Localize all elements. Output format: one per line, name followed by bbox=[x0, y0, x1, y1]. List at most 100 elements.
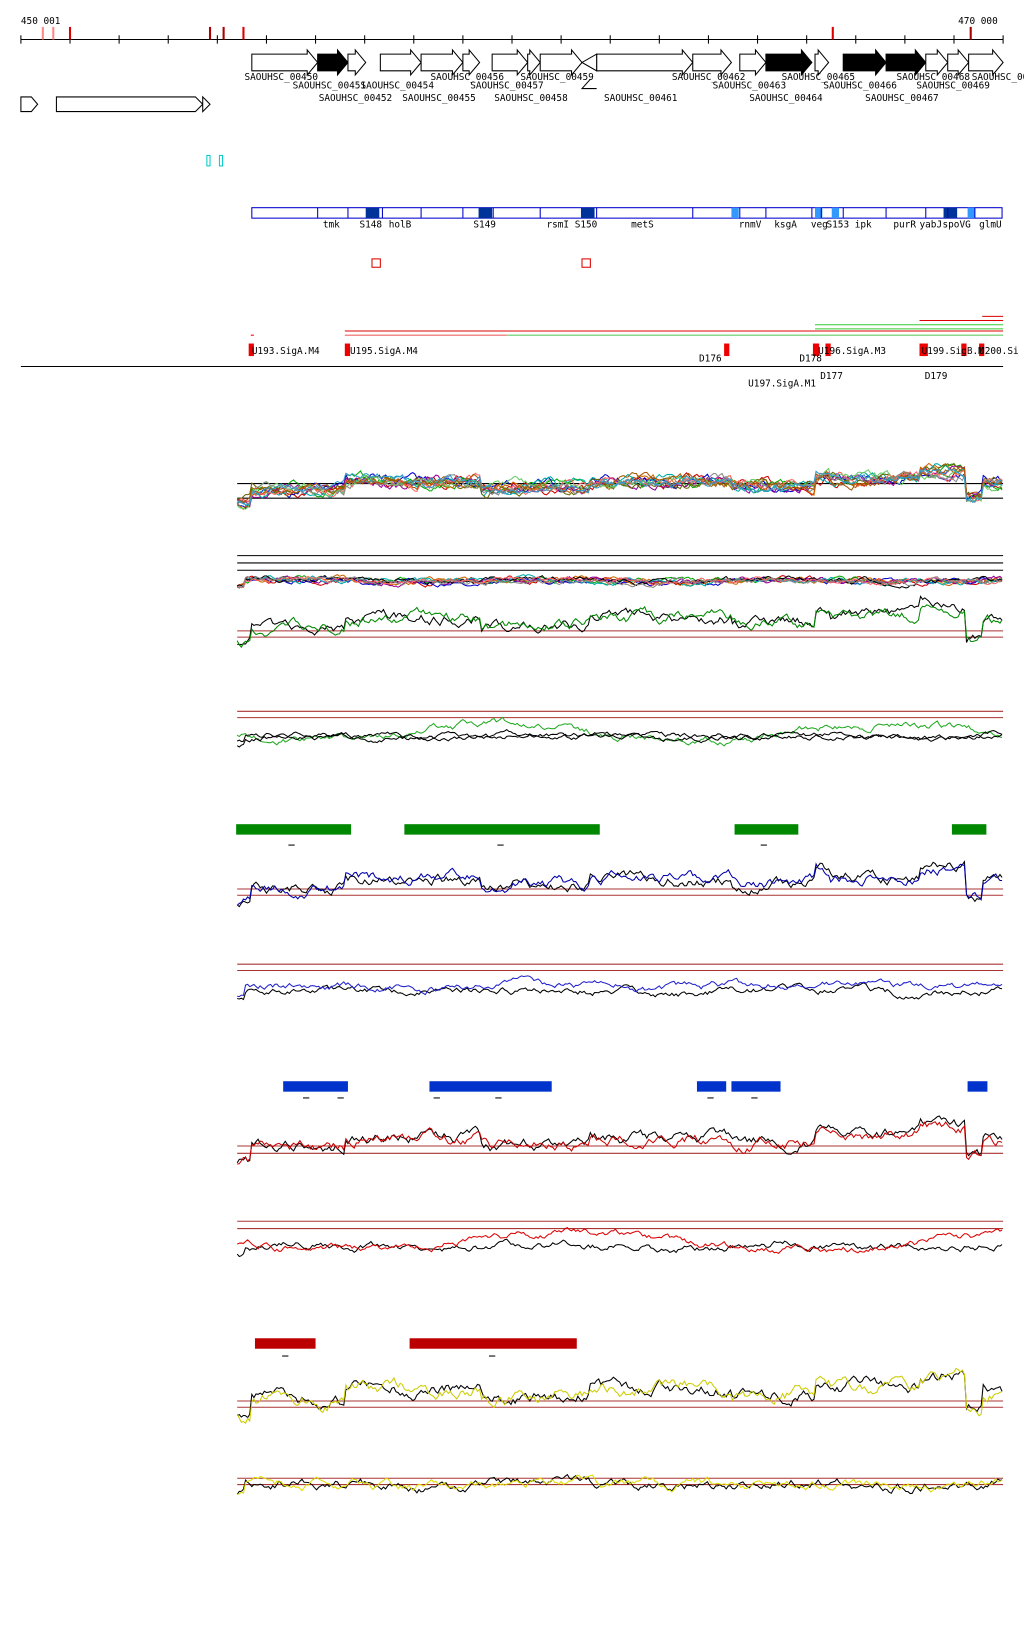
feature-label: rnmV bbox=[739, 220, 762, 231]
profile-line bbox=[237, 1121, 1003, 1165]
gene-label: SAOUHSC_00454 bbox=[360, 81, 434, 92]
ruler-mark bbox=[52, 26, 55, 40]
marker bbox=[371, 258, 381, 268]
marker bbox=[206, 154, 211, 167]
ruler-mark bbox=[208, 26, 212, 40]
region-bar bbox=[734, 824, 799, 835]
gene-label: SAOUHSC_00469 bbox=[916, 81, 990, 92]
gene-arrow bbox=[885, 48, 927, 77]
gene-label: SAOUHSC_00467 bbox=[865, 93, 939, 104]
ruler-mark bbox=[242, 26, 245, 40]
gene-arrow bbox=[947, 48, 970, 77]
gene-label: SAOUHSC_00461 bbox=[604, 93, 678, 104]
gene-label: SAOUHSC_00462 bbox=[672, 72, 746, 83]
gene-arrow bbox=[420, 48, 464, 77]
feature-label: ksgA bbox=[774, 220, 797, 231]
gene-arrow bbox=[20, 96, 39, 113]
profile-line bbox=[236, 604, 1003, 649]
feature-label: veg bbox=[811, 220, 828, 231]
marker bbox=[581, 258, 591, 268]
promoter-label: U193.SigA.M4 bbox=[252, 346, 320, 357]
gene-label: SAOUHSC_00457 bbox=[470, 81, 544, 92]
gene-arrow bbox=[842, 48, 887, 77]
feature-block bbox=[943, 207, 958, 219]
region-bar bbox=[967, 1081, 988, 1092]
feature-label: ipk bbox=[855, 220, 872, 231]
feature-label: metS bbox=[631, 220, 654, 231]
gene-label: SAOUHSC_00463 bbox=[713, 81, 787, 92]
gene-arrow bbox=[251, 48, 319, 77]
gene-arrow bbox=[814, 48, 830, 77]
profile-line bbox=[236, 728, 1003, 743]
region-bar bbox=[236, 824, 352, 835]
gene-label: SAOUHSC_00459 bbox=[520, 72, 594, 83]
promoter-label: U199.SigB.M bbox=[922, 346, 985, 357]
ruler-mark bbox=[68, 26, 72, 40]
promoter-mark bbox=[724, 343, 730, 357]
feature-block bbox=[731, 207, 739, 219]
gene-label: SAOUHSC_00458 bbox=[494, 93, 568, 104]
promoter-mark bbox=[961, 343, 967, 357]
gene-arrow bbox=[462, 48, 481, 77]
profile-line bbox=[237, 1370, 1003, 1419]
gene-arrow bbox=[347, 48, 367, 77]
feature-label: holB bbox=[389, 220, 412, 231]
profile-line bbox=[236, 575, 1003, 589]
region-bar bbox=[409, 1338, 577, 1349]
gene-arrow bbox=[968, 48, 1004, 77]
gene-arrow bbox=[379, 48, 422, 77]
region-bar bbox=[404, 824, 600, 835]
profile-line bbox=[236, 1367, 1003, 1425]
gene-arrow bbox=[55, 95, 211, 113]
promoter-label: D176 bbox=[699, 353, 722, 364]
profile-line bbox=[236, 862, 1003, 906]
region-bar bbox=[696, 1081, 727, 1092]
region-bar bbox=[254, 1338, 316, 1349]
feature-label: yabJ bbox=[920, 220, 943, 231]
gene-label: SAOUHSC_00468 bbox=[897, 72, 971, 83]
feature-label: purR bbox=[893, 220, 916, 231]
ruler-mark bbox=[222, 26, 225, 40]
feature-block bbox=[815, 207, 823, 219]
gene-label: SAOUHSC_00450 bbox=[245, 72, 319, 83]
promoter-label: U196.SigA.M3 bbox=[818, 346, 886, 357]
profile-line bbox=[236, 1226, 1003, 1254]
feature-label: glmU bbox=[979, 220, 1002, 231]
promoter-mark bbox=[922, 343, 928, 357]
feature-block bbox=[831, 207, 840, 219]
promoter-label: D178 bbox=[799, 353, 822, 364]
feature-label: S153 bbox=[827, 220, 850, 231]
gene-arrow bbox=[596, 48, 694, 77]
profile-line bbox=[236, 1115, 1003, 1164]
region-bar bbox=[731, 1081, 781, 1092]
region-bar bbox=[283, 1081, 348, 1092]
profile-line bbox=[236, 860, 1003, 908]
gene-arrow bbox=[580, 53, 598, 90]
promoter-mark bbox=[344, 343, 351, 357]
gene-label: SAOUHSC_00451 bbox=[293, 81, 367, 92]
feature-block bbox=[580, 207, 595, 219]
promoter-label: U195.SigA.M4 bbox=[350, 346, 418, 357]
feature-block bbox=[478, 207, 493, 219]
gene-arrow bbox=[527, 48, 541, 77]
ruler-mark bbox=[969, 26, 972, 40]
profile-line bbox=[237, 975, 1003, 998]
gene-arrow bbox=[491, 48, 529, 77]
gene-label: SAOUHSC_00465 bbox=[782, 72, 856, 83]
promoter-mark bbox=[248, 343, 254, 357]
feature-block bbox=[365, 207, 380, 219]
ruler-start: 450 001 bbox=[21, 16, 61, 27]
gene-label: SAOUHSC_00456 bbox=[430, 72, 504, 83]
promoter-label: U197.SigA.M1 bbox=[748, 378, 816, 389]
gene-arrow bbox=[765, 48, 813, 77]
promoter-label: D177 bbox=[820, 371, 843, 382]
promoter-mark bbox=[919, 343, 925, 357]
profile-line bbox=[236, 1473, 1003, 1495]
feature-label: tmk bbox=[323, 220, 340, 231]
profile-line bbox=[236, 574, 1003, 589]
profile-line bbox=[236, 469, 1003, 506]
gene-arrow bbox=[925, 48, 949, 77]
feature-label: S148 bbox=[359, 220, 382, 231]
gene-arrow bbox=[692, 48, 733, 77]
